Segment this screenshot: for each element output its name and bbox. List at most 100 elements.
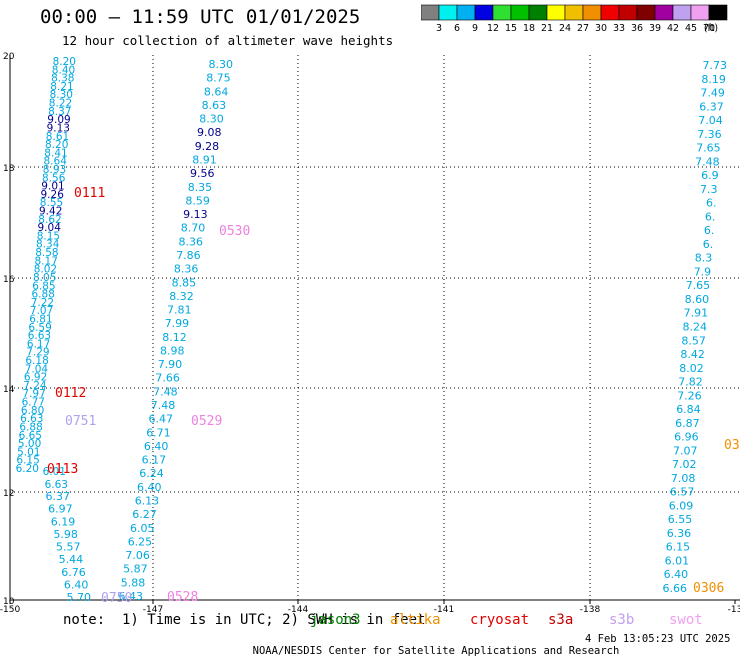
y-tick-label: 12 <box>3 489 14 499</box>
wave-height-value: 8.62 <box>38 214 61 226</box>
colorbar-tick-label: 18 <box>523 23 535 34</box>
wave-height-value: 8.24 <box>683 321 708 334</box>
wave-height-value: 7.48 <box>695 155 720 168</box>
wave-height-value: 9.56 <box>190 167 215 180</box>
wave-height-value: 9.08 <box>197 126 222 139</box>
wave-height-value: 6.15 <box>666 541 691 554</box>
x-tick-label: -144 <box>288 605 309 615</box>
wave-height-value: 8.59 <box>185 194 210 207</box>
wave-height-value: 6.88 <box>19 422 42 434</box>
wave-height-value: 6.25 <box>128 535 153 548</box>
wave-height-value: 7.3 <box>700 183 718 196</box>
wave-height-map: -150 -147 -144 -141 -138 -132018161412108.308… <box>0 52 740 615</box>
wave-height-value: 6.40 <box>64 578 89 591</box>
wave-height-value: 9.28 <box>195 140 220 153</box>
wave-height-value: 6.19 <box>51 515 76 528</box>
wave-height-value: 6.57 <box>670 486 695 499</box>
wave-height-value: 7.36 <box>697 128 722 141</box>
wave-height-value: 5.44 <box>59 553 84 566</box>
wave-height-value: 8.38 <box>51 73 74 85</box>
colorbar-tick-label: 45 <box>685 23 697 34</box>
wave-height-value: 5.70 <box>67 591 92 604</box>
y-tick-label: 16 <box>3 275 15 285</box>
wave-height-value: 5.01 <box>17 446 40 458</box>
wave-height-value: 6.80 <box>21 405 44 417</box>
wave-height-value: 8.56 <box>42 172 66 184</box>
wave-height-value: 7.49 <box>700 87 725 100</box>
x-tick-label: -138 <box>580 605 601 615</box>
wave-height-value: 8.64 <box>44 156 68 168</box>
wave-height-value: 6.9 <box>701 169 719 182</box>
wave-height-value: 6.85 <box>32 280 55 292</box>
wave-height-value: 8.35 <box>188 181 213 194</box>
wave-height-value: 7.02 <box>672 458 697 471</box>
wave-height-value: 9.04 <box>38 222 62 234</box>
colorbar-tick-label: 12 <box>487 23 499 34</box>
wave-height-value: 8.60 <box>685 293 710 306</box>
wave-height-value: 7.82 <box>678 376 703 389</box>
pass-time-label: 0112 <box>55 386 86 401</box>
wave-height-value: 7.04 <box>25 363 49 375</box>
wave-height-value: 5.87 <box>123 563 148 576</box>
wave-height-value: 7.29 <box>26 347 49 359</box>
satellite-legend-item: jason3 <box>310 612 361 628</box>
wave-height-value: 8.30 <box>50 89 73 101</box>
wave-height-value: 7.07 <box>673 444 698 457</box>
wave-height-value: 9.01 <box>41 181 64 193</box>
wave-height-value: 6.88 <box>32 289 55 301</box>
satellite-legend-item: swot <box>669 612 703 628</box>
colorbar-tick-label: 24 <box>559 23 571 34</box>
wave-height-value: 8.41 <box>44 147 67 159</box>
wave-height-value: 6.40 <box>137 481 162 494</box>
colorbar-tick-label: 36 <box>631 23 643 34</box>
color-scale-legend: 3 6 9 12 15 18 21 24 27 30 33 36 39 42 45 70(ft) <box>421 4 728 34</box>
x-tick-label: -141 <box>434 605 454 615</box>
wave-height-value: 8.37 <box>48 106 71 118</box>
pass-time-label: 0751 <box>65 414 96 429</box>
pass-time-label: 0113 <box>47 462 78 477</box>
wave-height-value: 8.21 <box>50 81 73 93</box>
wave-height-value: 6. <box>703 238 714 251</box>
wave-height-value: 7.24 <box>23 380 47 392</box>
wave-height-value: 6.81 <box>29 314 52 326</box>
wave-height-value: 6.96 <box>674 431 699 444</box>
wave-height-value: 6.92 <box>24 372 47 384</box>
colorbar-tick-label: 30 <box>595 23 607 34</box>
x-tick-label: -13 <box>728 605 740 615</box>
x-tick-label: -147 <box>143 605 163 615</box>
pass-time-label: 0111 <box>74 186 105 201</box>
wave-height-value: 6.71 <box>146 426 171 439</box>
wave-height-value: 8.57 <box>681 334 706 347</box>
wave-height-value: 8.34 <box>36 239 60 251</box>
colorbar-tick-label: 33 <box>613 23 625 34</box>
pass-time-label: 0528 <box>167 590 198 605</box>
wave-height-value: 8.63 <box>202 99 227 112</box>
wave-height-value: 6.37 <box>46 490 71 503</box>
wave-height-value: 6.76 <box>61 566 86 579</box>
wave-height-value: 7.26 <box>677 389 702 402</box>
wave-height-value: 6.20 <box>16 463 39 475</box>
wave-height-value: 8.12 <box>162 331 187 344</box>
wave-height-value: 8.15 <box>37 230 60 242</box>
wave-height-value: 7.65 <box>686 279 711 292</box>
wave-height-value: 7.65 <box>696 142 721 155</box>
wave-height-value: 7.99 <box>165 317 190 330</box>
wave-height-value: 8.42 <box>680 348 705 361</box>
wave-height-value: 8.02 <box>679 362 704 375</box>
pass-time-label: 03 <box>724 438 740 453</box>
wave-height-value: 8.91 <box>192 154 217 167</box>
colorbar-tick-label: 27 <box>577 23 589 34</box>
wave-height-value: 6.27 <box>132 508 157 521</box>
wave-height-value: 8.93 <box>43 164 66 176</box>
satellite-legend-item: altika <box>390 612 441 628</box>
colorbar-tick-label: 42 <box>667 23 679 34</box>
wave-height-value: 6.55 <box>668 513 693 526</box>
wave-height-value: 8.75 <box>206 72 231 85</box>
wave-height-value: 6.17 <box>27 338 50 350</box>
colorbar-tick-label: 15 <box>505 23 517 34</box>
pass-time-label: 0306 <box>693 581 724 596</box>
pass-time-label: 0530 <box>219 224 250 239</box>
wave-height-value: 6.05 <box>130 522 155 535</box>
wave-height-value: 8.05 <box>33 272 56 284</box>
wave-height-value: 9.13 <box>183 208 208 221</box>
